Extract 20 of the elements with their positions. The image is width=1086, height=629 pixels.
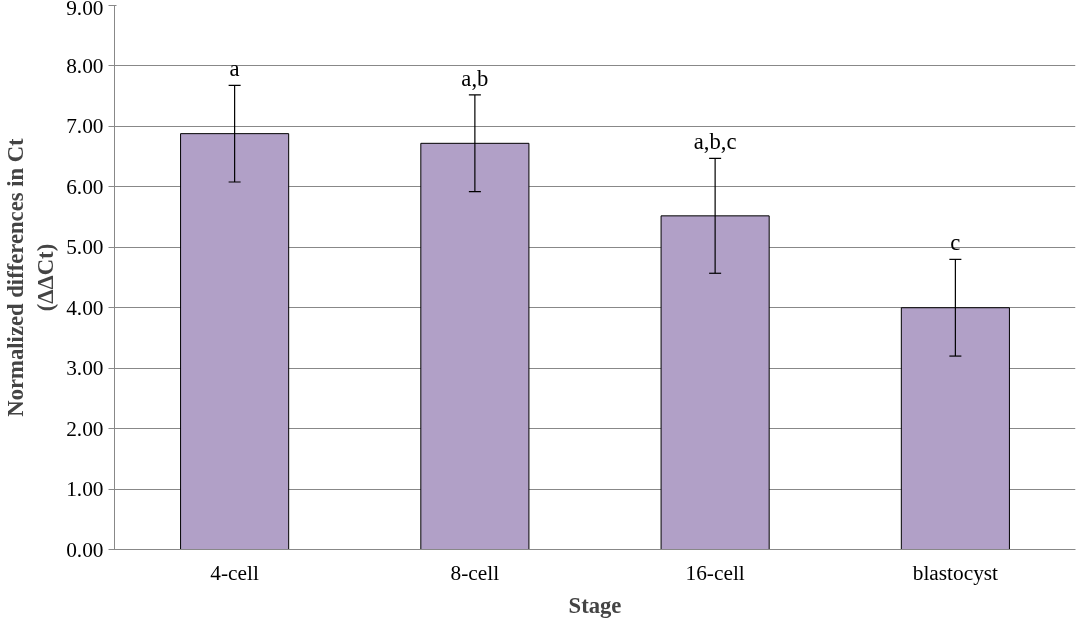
x-tick-label: blastocyst <box>912 560 999 585</box>
annotation: a <box>229 56 240 82</box>
annotation: c <box>950 230 961 256</box>
y-tick-label: 7.00 <box>66 114 104 139</box>
y-tick-label: 2.00 <box>66 416 104 441</box>
x-tick-label: 16-cell <box>685 560 745 585</box>
x-axis-title: Stage <box>568 592 622 618</box>
annotation: a,b <box>461 65 489 91</box>
x-tick-label: 4-cell <box>210 560 259 585</box>
y-tick-label: 0.00 <box>66 537 104 562</box>
y-axis-title: Normalized differences in Ct (ΔΔCt) <box>3 137 59 417</box>
y-tick-label: 6.00 <box>66 174 104 199</box>
y-tick-label: 1.00 <box>66 477 104 502</box>
annotation: a,b,c <box>693 129 737 155</box>
y-tick-label: 8.00 <box>66 53 104 78</box>
y-tick-label: 5.00 <box>66 235 104 260</box>
x-tick-label: 8-cell <box>450 560 500 585</box>
y-tick-label: 3.00 <box>66 356 104 381</box>
y-tick-label: 4.00 <box>66 295 104 320</box>
y-tick-label: 9.00 <box>66 0 104 20</box>
